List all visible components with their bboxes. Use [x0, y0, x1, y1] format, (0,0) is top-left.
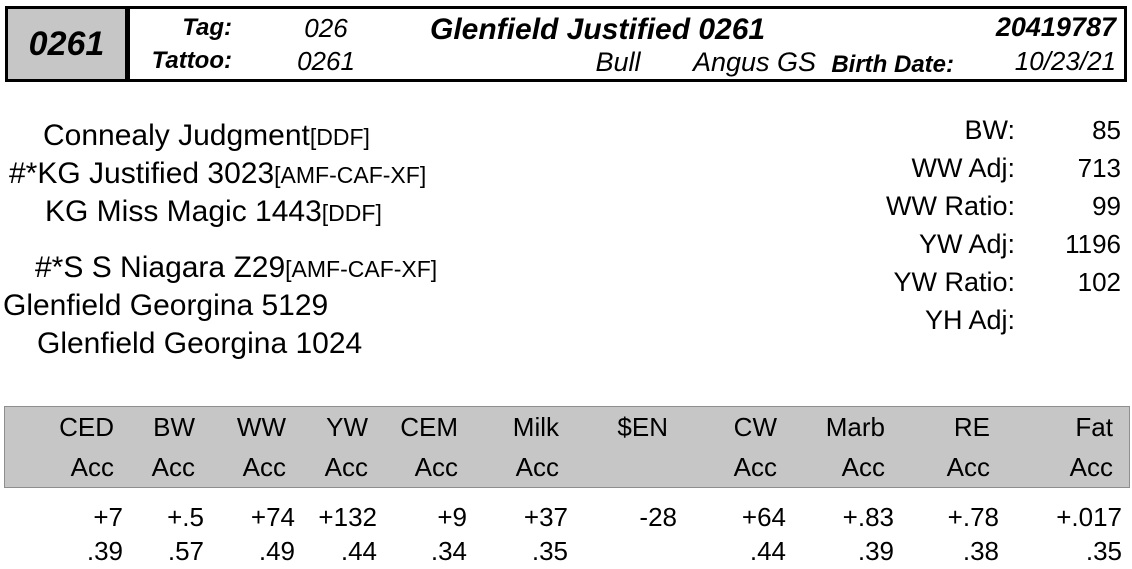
- performance-label: WW Ratio:: [885, 190, 1015, 221]
- performance-label: BW:: [964, 114, 1015, 145]
- pedigree-suffix: [AMF-CAF-XF]: [274, 162, 427, 188]
- epd-acc-value: .44: [749, 536, 786, 566]
- epd-col-header: BW: [153, 412, 195, 442]
- epd-acc-header: Acc: [515, 452, 559, 482]
- epd-acc-header: Acc: [70, 452, 114, 482]
- epd-acc-value: [574, 534, 683, 568]
- performance-value: 85: [1092, 114, 1121, 145]
- epd-acc-value: .44: [340, 536, 377, 566]
- epd-value: +37: [523, 502, 568, 532]
- epd-col-header: RE: [953, 412, 990, 442]
- epd-acc-header: Acc: [841, 452, 885, 482]
- pedigree-block: Connealy Judgment[DDF] #*KG Justified 30…: [0, 117, 640, 363]
- epd-acc-value: .57: [167, 536, 204, 566]
- epd-table-values: +7 +.5 +74 +132 +9 +37 -28 +64 +.83 +.78…: [4, 500, 1130, 568]
- pedigree-prefix: #*: [9, 157, 38, 190]
- epd-col-header: YW: [326, 412, 368, 442]
- animal-header-box: 0261 Tag: 026 Tattoo: 0261 Glenfield Jus…: [5, 6, 1127, 82]
- epd-col-header: WW: [236, 412, 286, 442]
- epd-acc-header: [575, 447, 684, 487]
- pedigree-prefix: #*: [35, 251, 64, 284]
- performance-label: YH Adj:: [924, 304, 1015, 335]
- animal-sex: Bull: [595, 47, 641, 77]
- tag-value: 026: [304, 13, 348, 43]
- animal-name: Glenfield Justified 0261: [430, 13, 766, 46]
- epd-acc-header: Acc: [151, 452, 195, 482]
- epd-col-header: CW: [733, 412, 777, 442]
- tattoo-value: 0261: [297, 46, 355, 76]
- pedigree-sire: #*KG Justified 3023[AMF-CAF-XF]: [0, 155, 640, 193]
- performance-row-ww-adj: WW Adj: 713: [795, 149, 1125, 187]
- pedigree-sire-dam: KG Miss Magic 1443[DDF]: [0, 193, 640, 231]
- epd-col-header: Marb: [825, 412, 885, 442]
- epd-acc-header: Acc: [324, 452, 368, 482]
- performance-block: BW: 85 WW Adj: 713 WW Ratio: 99 YW Adj: 1196…: [795, 111, 1125, 339]
- performance-value: 713: [1077, 152, 1121, 183]
- epd-acc-value: .39: [86, 536, 123, 566]
- pedigree-dam-sire: #*S S Niagara Z29[AMF-CAF-XF]: [0, 249, 640, 287]
- pedigree-name: KG Justified 3023: [37, 157, 275, 190]
- performance-value: 99: [1092, 190, 1121, 221]
- epd-value: +.83: [842, 502, 894, 532]
- birth-date-value: 10/23/21: [1014, 46, 1116, 76]
- pedigree-suffix: [DDF]: [321, 200, 382, 226]
- performance-value: 1196: [1065, 228, 1121, 259]
- pedigree-suffix: [AMF-CAF-XF]: [285, 256, 438, 282]
- epd-acc-header: Acc: [733, 452, 777, 482]
- epd-acc-value: .35: [531, 536, 568, 566]
- performance-value: 102: [1077, 266, 1121, 297]
- animal-id: 0261: [28, 24, 105, 63]
- animal-id-cell: 0261: [8, 9, 130, 79]
- epd-acc-header: Acc: [946, 452, 990, 482]
- performance-label: WW Adj:: [911, 152, 1015, 183]
- epd-col-header: Milk: [512, 412, 559, 442]
- epd-value: +74: [250, 502, 295, 532]
- tattoo-label: Tattoo:: [151, 47, 232, 74]
- pedigree-name: Connealy Judgment: [43, 119, 310, 152]
- performance-row-bw: BW: 85: [795, 111, 1125, 149]
- pedigree-name: KG Miss Magic 1443: [45, 195, 322, 228]
- epd-table-header: CED BW WW YW CEM Milk $EN CW Marb RE Fat…: [4, 406, 1130, 488]
- performance-row-yh-adj: YH Adj:: [795, 301, 1125, 339]
- epd-value: +132: [318, 502, 377, 532]
- pedigree-dam-dam: Glenfield Georgina 1024: [0, 325, 640, 363]
- tag-label: Tag:: [182, 14, 232, 41]
- registration-number: 20419787: [995, 12, 1116, 42]
- pedigree-suffix: [DDF]: [309, 124, 370, 150]
- epd-value: +9: [437, 502, 467, 532]
- epd-acc-value: .35: [1085, 536, 1122, 566]
- pedigree-name: Glenfield Georgina 1024: [37, 327, 363, 360]
- epd-col-header: CEM: [400, 412, 458, 442]
- pedigree-name: Glenfield Georgina 5129: [3, 289, 329, 322]
- birth-date-label: Birth Date:: [831, 51, 954, 78]
- epd-acc-value: .49: [258, 536, 295, 566]
- performance-row-yw-adj: YW Adj: 1196: [795, 225, 1125, 263]
- epd-col-header: Fat: [1075, 412, 1113, 442]
- epd-col-header: $EN: [617, 412, 668, 442]
- epd-value: +64: [741, 502, 786, 532]
- epd-value: +.78: [947, 502, 999, 532]
- epd-value: +.5: [167, 502, 204, 532]
- epd-acc-value: .38: [962, 536, 999, 566]
- animal-breed: Angus GS: [693, 47, 817, 77]
- pedigree-name: S S Niagara Z29: [63, 251, 286, 284]
- pedigree-sire-sire: Connealy Judgment[DDF]: [0, 117, 640, 155]
- epd-value: +7: [93, 502, 123, 532]
- epd-acc-value: .39: [857, 536, 894, 566]
- epd-value: +.017: [1056, 502, 1122, 532]
- epd-acc-value: .34: [430, 536, 467, 566]
- performance-label: YW Ratio:: [893, 266, 1015, 297]
- epd-acc-header: Acc: [1069, 452, 1113, 482]
- performance-row-ww-ratio: WW Ratio: 99: [795, 187, 1125, 225]
- epd-acc-header: Acc: [242, 452, 286, 482]
- epd-acc-header: Acc: [414, 452, 458, 482]
- epd-col-header: CED: [59, 412, 114, 442]
- performance-row-yw-ratio: YW Ratio: 102: [795, 263, 1125, 301]
- pedigree-dam: Glenfield Georgina 5129: [0, 287, 640, 325]
- performance-label: YW Adj:: [918, 228, 1015, 259]
- epd-value: -28: [639, 502, 677, 532]
